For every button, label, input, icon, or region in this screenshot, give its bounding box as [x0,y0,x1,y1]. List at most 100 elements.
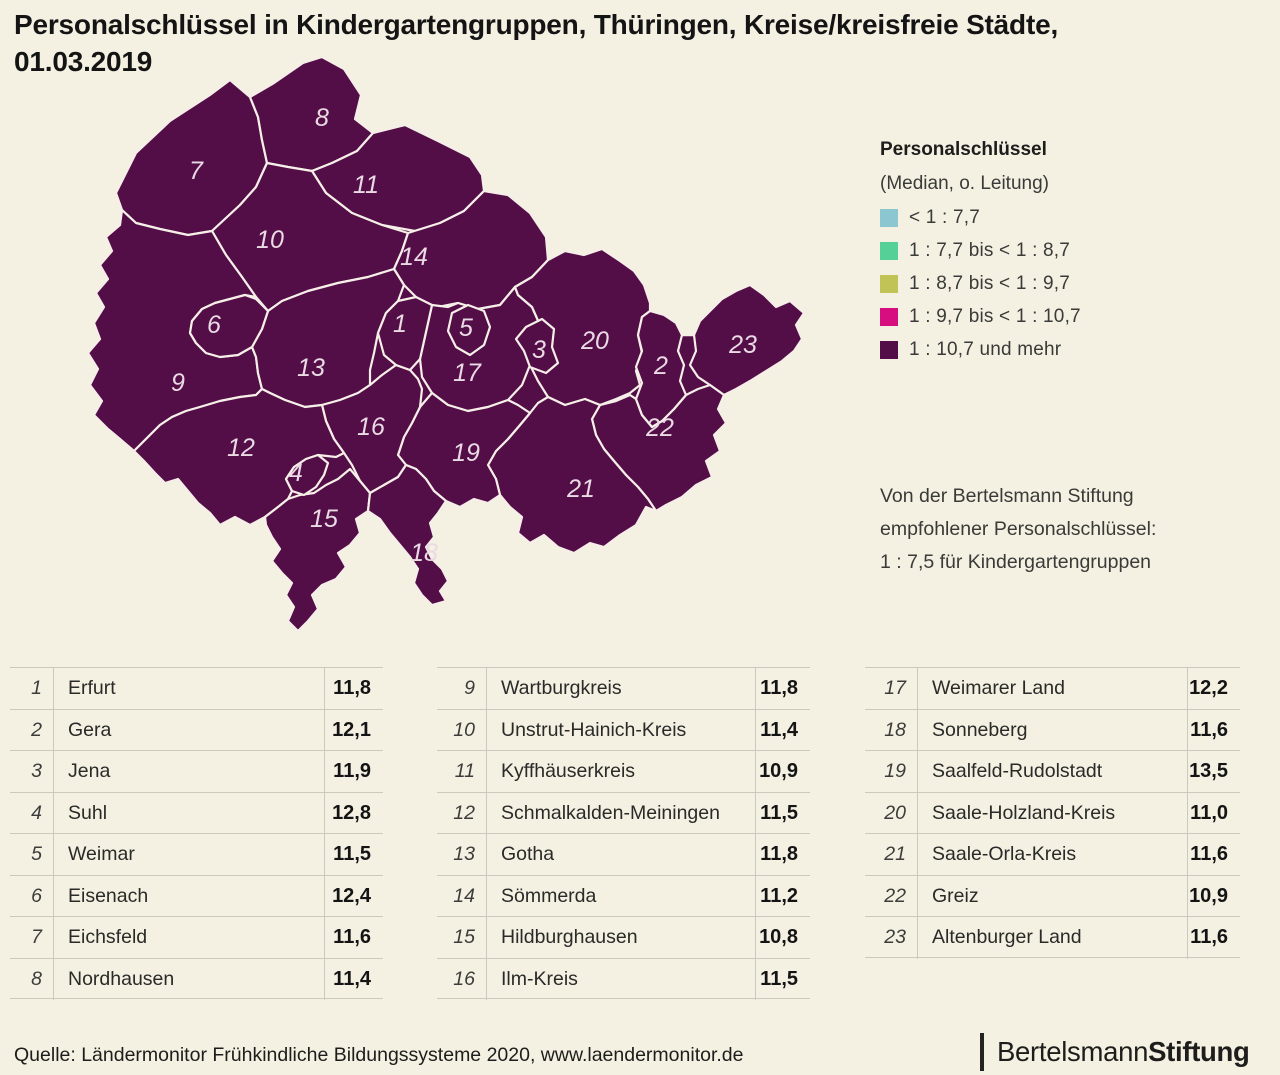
table-row: 10 Unstrut-Hainich-Kreis 11,4 [437,708,810,751]
legend-panel: Personalschlüssel (Median, o. Leitung) <… [880,139,1210,374]
district-name: Erfurt [53,668,325,710]
district-value: 11,6 [1190,926,1228,948]
legend-label: 1 : 8,7 bis < 1 : 9,7 [909,273,1071,294]
table-row: 2 Gera 12,1 [10,708,383,751]
district-number: 10 [453,718,475,741]
district-name: Jena [53,751,325,793]
district-name: Weimarer Land [917,668,1188,710]
district-number: 1 [31,677,42,699]
legend-label: 1 : 7,7 bis < 1 : 8,7 [909,240,1071,261]
district-number: 17 [884,677,906,699]
district-number: 8 [31,967,42,990]
table-row: 22 Greiz 10,9 [865,874,1240,917]
district-value: 11,0 [1190,801,1228,824]
district-name: Suhl [53,792,325,834]
table-row: 9 Wartburgkreis 11,8 [437,667,810,710]
district-value: 12,1 [332,718,371,741]
district-number: 11 [454,760,475,782]
legend-swatch-icon [880,275,898,293]
district-value: 11,5 [760,967,798,990]
district-number: 6 [31,884,42,907]
district-number: 3 [31,760,42,782]
table-row: 12 Schmalkalden-Meiningen 11,5 [437,791,810,834]
map-region-1[interactable] [376,295,434,372]
legend-title: Personalschlüssel [880,139,1047,160]
map-region-3[interactable] [514,317,560,375]
map-region-label-1: 1 [393,310,407,338]
district-table-1: 1 Erfurt 11,8 2 Gera 12,1 3 Jena 11,9 4 Suhl 12,8 5 W… [10,667,383,1000]
table-row: 5 Weimar 11,5 [10,833,383,876]
district-number: 18 [884,718,906,741]
map-region-16[interactable] [320,363,424,495]
legend-swatch-icon [880,209,898,227]
district-number: 15 [453,926,475,948]
district-name: Saalfeld-Rudolstadt [917,751,1188,793]
district-number: 7 [31,926,42,948]
district-value: 10,8 [759,926,798,948]
district-name: Kyffhäuserkreis [486,751,756,793]
district-name: Altenburger Land [917,917,1188,959]
legend-swatch-icon [880,308,898,326]
table-row: 19 Saalfeld-Rudolstadt 13,5 [865,750,1240,793]
district-number: 9 [464,677,475,699]
table-row: 4 Suhl 12,8 [10,791,383,834]
table-row: 8 Nordhausen 11,4 [10,957,383,1000]
district-name: Nordhausen [53,958,325,1000]
district-name: Gotha [486,834,756,876]
district-name: Wartburgkreis [486,668,756,710]
page-title: Personalschlüssel in Kindergartengruppen… [14,9,1059,77]
map-region-2[interactable] [634,309,688,429]
district-value: 11,8 [760,677,798,699]
map-region-label-12: 12 [227,434,255,462]
map-region-label-6: 6 [207,311,221,339]
district-value: 13,5 [1189,760,1228,782]
table-row: 3 Jena 11,9 [10,750,383,793]
map-region-18[interactable] [366,463,450,607]
district-name: Eichsfeld [53,917,325,959]
table-row: 21 Saale-Orla-Kreis 11,6 [865,833,1240,876]
map-region-5[interactable] [446,303,492,357]
district-value: 11,6 [1190,843,1228,865]
district-number: 13 [453,843,475,865]
map-region-label-9: 9 [171,369,185,397]
district-value: 11,5 [760,801,798,824]
legend-item: < 1 : 7,7 [880,207,1210,228]
map-region-6[interactable] [188,293,270,359]
legend-subtitle: (Median, o. Leitung) [880,173,1049,194]
map-region-15[interactable] [263,467,372,633]
table-row: 7 Eichsfeld 11,6 [10,916,383,959]
legend-label: 1 : 9,7 bis < 1 : 10,7 [909,306,1081,327]
district-value: 12,4 [332,884,371,907]
map-region-label-15: 15 [310,505,338,533]
table-row: 17 Weimarer Land 12,2 [865,667,1240,710]
table-row: 23 Altenburger Land 11,6 [865,916,1240,959]
legend-swatch-icon [880,341,898,359]
brand-logo: BertelsmannStiftung [980,1033,1250,1071]
map-region-label-16: 16 [357,413,385,441]
district-value: 11,6 [1190,718,1228,741]
district-number: 16 [453,967,475,990]
district-number: 2 [31,718,42,741]
map-region-label-11: 11 [353,171,379,199]
table-row: 18 Sonneberg 11,6 [865,708,1240,751]
district-number: 14 [453,884,475,907]
map-panel: 7 8 11 10 14 9 13 17 20 23 22 21 19 16 12 15 18 6 1 5 3 2 4 [60,55,820,655]
district-value: 11,5 [333,843,371,865]
district-name: Eisenach [53,875,325,917]
district-name: Sonneberg [917,709,1188,751]
map-region-23[interactable] [688,283,806,397]
table-row: 13 Gotha 11,8 [437,833,810,876]
map-region-label-8: 8 [315,104,329,132]
map-region-label-19: 19 [452,439,480,467]
district-table-2: 9 Wartburgkreis 11,8 10 Unstrut-Hainich-Krei… [437,667,810,1000]
map-region-4[interactable] [284,453,330,497]
district-value: 11,8 [760,843,798,865]
map-region-label-22: 22 [645,414,674,442]
district-name: Hildburghausen [486,917,756,959]
district-name: Ilm-Kreis [486,958,756,1000]
legend-swatch-icon [880,242,898,260]
legend-item: 1 : 8,7 bis < 1 : 9,7 [880,273,1210,294]
district-value: 10,9 [759,760,798,782]
map-region-label-18: 18 [410,539,438,567]
district-number: 5 [31,843,42,865]
